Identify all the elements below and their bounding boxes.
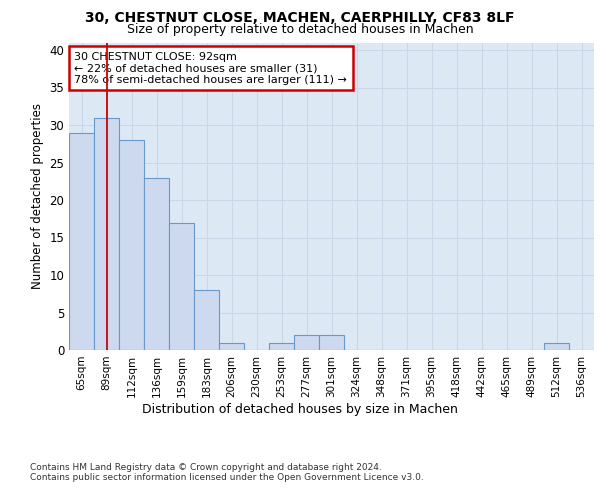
Bar: [69, 132, 94, 350]
Text: Contains HM Land Registry data © Crown copyright and database right 2024.
Contai: Contains HM Land Registry data © Crown c…: [30, 462, 424, 482]
Text: Distribution of detached houses by size in Machen: Distribution of detached houses by size …: [142, 402, 458, 415]
Text: 30 CHESTNUT CLOSE: 92sqm
← 22% of detached houses are smaller (31)
78% of semi-d: 30 CHESTNUT CLOSE: 92sqm ← 22% of detach…: [74, 52, 347, 85]
Y-axis label: Number of detached properties: Number of detached properties: [31, 104, 44, 289]
Bar: [319, 335, 344, 350]
Bar: [544, 342, 569, 350]
Bar: [194, 290, 219, 350]
Bar: [294, 335, 319, 350]
Bar: [144, 178, 169, 350]
Bar: [119, 140, 144, 350]
Bar: [219, 342, 244, 350]
Text: Size of property relative to detached houses in Machen: Size of property relative to detached ho…: [127, 22, 473, 36]
Text: 30, CHESTNUT CLOSE, MACHEN, CAERPHILLY, CF83 8LF: 30, CHESTNUT CLOSE, MACHEN, CAERPHILLY, …: [85, 11, 515, 25]
Bar: [169, 222, 194, 350]
Bar: [269, 342, 294, 350]
Bar: [94, 118, 119, 350]
